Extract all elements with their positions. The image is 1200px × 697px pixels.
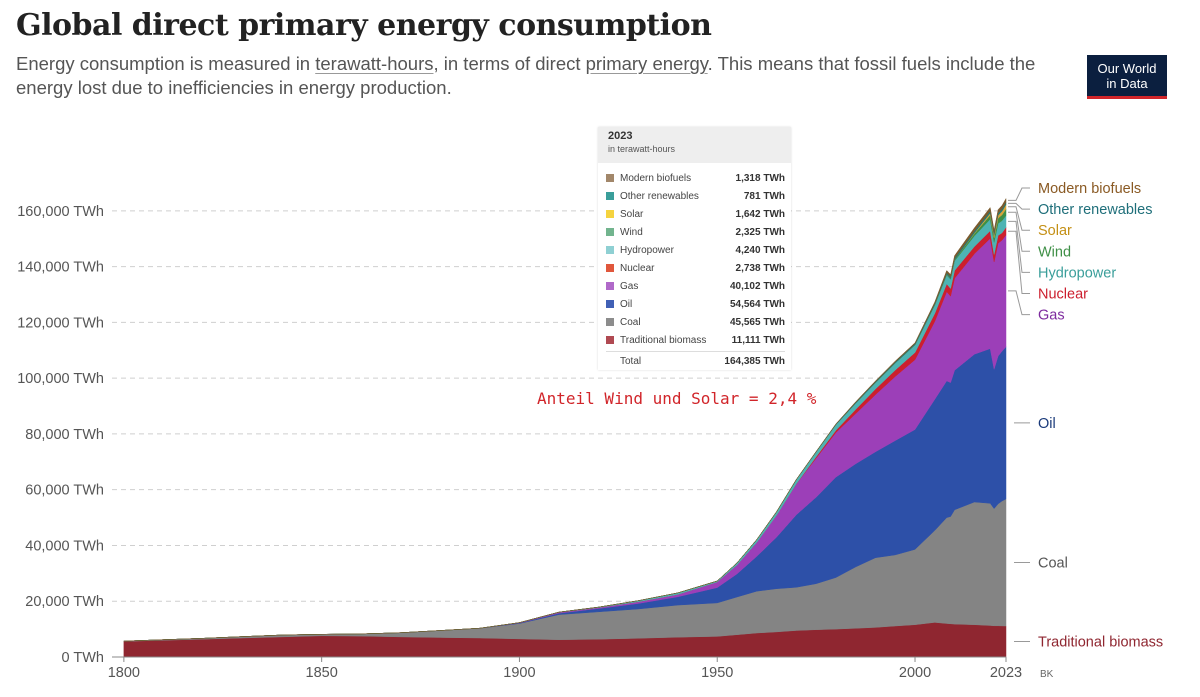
tooltip-row-name: Solar (620, 208, 644, 220)
tooltip-row-name: Other renewables (620, 190, 699, 202)
author-mark: BK (1040, 669, 1054, 680)
y-tick-label: 140,000 TWh (17, 260, 104, 276)
series-label-nuclear: Nuclear (1038, 287, 1088, 303)
chart-subtitle: Energy consumption is measured in terawa… (16, 52, 1046, 100)
series-label-traditional-biomass: Traditional biomass (1038, 635, 1163, 651)
x-tick-label: 2023 (990, 665, 1022, 681)
tooltip-year: 2023 (608, 130, 633, 142)
series-labels: Traditional biomass Coal Oil Gas Nuclear Hydr… (1008, 181, 1163, 651)
logo-line-2: in Data (1106, 76, 1148, 91)
tooltip-swatch (606, 246, 614, 254)
tooltip-swatch (606, 300, 614, 308)
tooltip-row-value: 11,111 TWh (731, 334, 785, 346)
tooltip-row-value: 40,102 TWh (729, 280, 785, 292)
tooltip-row: Wind 2,325 TWh (606, 223, 785, 241)
series-label-oil: Oil (1038, 416, 1056, 432)
tooltip-total-value: 164,385 TWh (724, 355, 785, 367)
tooltip-total-label: Total (620, 355, 642, 367)
tooltip-row-value: 4,240 TWh (735, 244, 785, 256)
tooltip-row-value: 1,318 TWh (735, 172, 785, 184)
tooltip-row-value: 45,565 TWh (729, 316, 785, 328)
tooltip-row-name: Oil (620, 298, 633, 310)
x-tick-label: 1800 (108, 665, 140, 681)
tooltip-total-row: Total 164,385 TWh (606, 351, 785, 370)
stacked-areas (123, 197, 1007, 658)
tooltip-swatch (606, 282, 614, 290)
subtitle-text: Energy consumption is measured in (16, 53, 316, 74)
chart-title: Global direct primary energy consumption (16, 8, 712, 43)
x-tick-label: 1900 (503, 665, 535, 681)
label-connector (1008, 220, 1030, 273)
tooltip-swatch (606, 210, 614, 218)
label-connector (1008, 187, 1030, 201)
y-tick-label: 20,000 TWh (25, 594, 104, 610)
annotation-wind-solar-share: Anteil Wind und Solar = 2,4 % (537, 389, 817, 408)
tooltip-row-name: Modern biofuels (620, 172, 692, 184)
label-connector (1008, 202, 1030, 210)
tooltip-swatch (606, 318, 614, 326)
tooltip-row-name: Gas (620, 280, 639, 292)
tooltip-unit: in terawatt-hours (608, 144, 676, 154)
y-tick-label: 80,000 TWh (25, 427, 104, 443)
tooltip-swatch (606, 192, 614, 200)
tooltip-row-value: 1,642 TWh (735, 208, 785, 220)
subtitle-text: , in terms of direct (433, 53, 586, 74)
tooltip-swatch (606, 228, 614, 236)
tooltip: 2023 in terawatt-hours Modern biofuels 1,… (598, 127, 791, 370)
series-label-modern-biofuels: Modern biofuels (1038, 181, 1141, 197)
series-label-other-renewables: Other renewables (1038, 202, 1152, 218)
tooltip-header: 2023 in terawatt-hours (598, 127, 791, 163)
x-tick-label: 2000 (899, 665, 931, 681)
series-label-gas: Gas (1038, 308, 1065, 324)
series-label-hydropower: Hydropower (1038, 265, 1116, 281)
tooltip-swatch (606, 336, 614, 344)
series-label-wind: Wind (1038, 244, 1071, 260)
y-tick-label: 120,000 TWh (17, 315, 104, 331)
x-tick-label: 1850 (306, 665, 338, 681)
tooltip-row: Solar 1,642 TWh (606, 205, 785, 223)
tooltip-row: Gas 40,102 TWh (606, 277, 785, 295)
axes: 0 TWh 20,000 TWh 40,000 TWh 60,000 TWh 80,00… (17, 204, 1022, 681)
tooltip-row-name: Wind (620, 226, 643, 238)
label-connector (1008, 211, 1030, 252)
tooltip-row-value: 2,738 TWh (735, 262, 785, 274)
tooltip-swatch (606, 174, 614, 182)
tooltip-rows: Modern biofuels 1,318 TWh Other renewables… (598, 163, 791, 349)
y-tick-label: 160,000 TWh (17, 204, 104, 220)
y-tick-label: 100,000 TWh (17, 371, 104, 387)
tooltip-row: Traditional biomass 11,111 TWh (606, 331, 785, 349)
label-connector (1008, 206, 1030, 231)
tooltip-swatch (606, 264, 614, 272)
tooltip-row-name: Traditional biomass (620, 334, 707, 346)
label-connector (1008, 230, 1030, 294)
tooltip-row: Oil 54,564 TWh (606, 295, 785, 313)
owid-logo[interactable]: Our World in Data (1087, 55, 1167, 99)
subtitle-text: . This means that fossil fuels include t… (16, 53, 1036, 98)
y-tick-label: 0 TWh (62, 650, 104, 666)
tooltip-row: Hydropower 4,240 TWh (606, 241, 785, 259)
x-tick-label: 1950 (701, 665, 733, 681)
primary-energy-link[interactable]: primary energy (585, 53, 708, 74)
tooltip-row-value: 54,564 TWh (729, 298, 785, 310)
tooltip-row-name: Hydropower (620, 244, 674, 256)
series-label-solar: Solar (1038, 223, 1072, 239)
tooltip-row-value: 2,325 TWh (735, 226, 785, 238)
y-tick-label: 40,000 TWh (25, 538, 104, 554)
tooltip-row: Modern biofuels 1,318 TWh (606, 169, 785, 187)
tooltip-row-value: 781 TWh (743, 190, 785, 202)
tooltip-row-name: Coal (620, 316, 641, 328)
series-label-coal: Coal (1038, 555, 1068, 571)
tooltip-row: Other renewables 781 TWh (606, 187, 785, 205)
gridlines (112, 210, 1006, 602)
tooltip-row-name: Nuclear (620, 262, 655, 274)
area-modern-biofuels[interactable] (123, 197, 1007, 642)
tooltip-row: Coal 45,565 TWh (606, 313, 785, 331)
y-tick-label: 60,000 TWh (25, 483, 104, 499)
label-connector (1008, 290, 1030, 316)
logo-line-1: Our World (1097, 61, 1157, 76)
tooltip-row: Nuclear 2,738 TWh (606, 259, 785, 277)
terawatt-hours-link[interactable]: terawatt-hours (315, 53, 434, 74)
